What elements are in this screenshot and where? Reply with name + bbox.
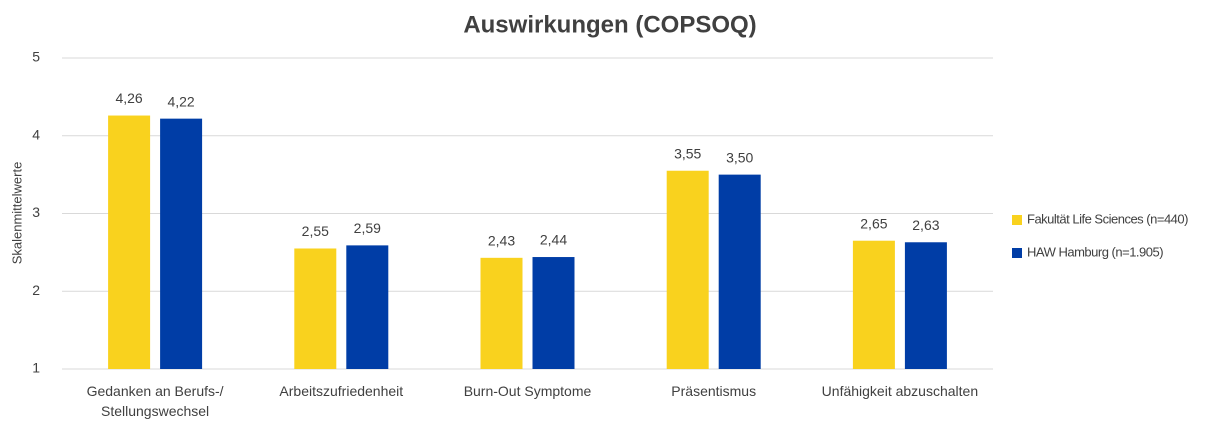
data-label: 2,65: [860, 215, 887, 231]
bar: [666, 170, 709, 369]
y-tick-label: 2: [32, 282, 40, 298]
data-label: 2,55: [302, 223, 329, 239]
data-label: 2,59: [354, 220, 381, 236]
x-tick-label: Präsentismus: [671, 383, 757, 399]
data-label: 3,55: [674, 145, 701, 161]
y-tick-label: 5: [32, 49, 40, 65]
chart-title: Auswirkungen (COPSOQ): [463, 11, 756, 38]
y-axis-label: Skalenmittelwerte: [9, 162, 24, 265]
bar: [718, 174, 761, 369]
x-tick-label: Gedanken an Berufs-/ Stellungswechsel: [86, 383, 224, 419]
data-label: 2,44: [540, 232, 567, 248]
x-tick-label: Burn-Out Symptome: [463, 383, 592, 399]
y-tick-label: 1: [32, 360, 40, 376]
legend-swatch: [1012, 248, 1022, 258]
bar: [904, 242, 947, 369]
y-tick-label: 4: [32, 126, 40, 142]
bar: [480, 257, 523, 369]
data-label: 4,22: [167, 93, 194, 109]
bar: [532, 257, 575, 369]
bar: [294, 248, 337, 369]
data-label: 2,63: [912, 217, 939, 233]
x-tick-label: Unfähigkeit abzuschalten: [821, 383, 979, 399]
y-tick-label: 3: [32, 204, 40, 220]
bar: [160, 118, 203, 370]
data-label: 4,26: [115, 90, 142, 106]
x-tick-label: Arbeitszufriedenheit: [279, 383, 404, 399]
bar: [346, 245, 389, 369]
legend-label: Fakultät Life Sciences (n=440): [1027, 211, 1188, 226]
bar: [108, 115, 151, 369]
legend-label: HAW Hamburg (n=1.905): [1027, 244, 1163, 259]
legend-swatch: [1012, 215, 1022, 225]
data-label: 2,43: [488, 233, 515, 249]
data-label: 3,50: [726, 149, 753, 165]
bar: [852, 240, 895, 369]
